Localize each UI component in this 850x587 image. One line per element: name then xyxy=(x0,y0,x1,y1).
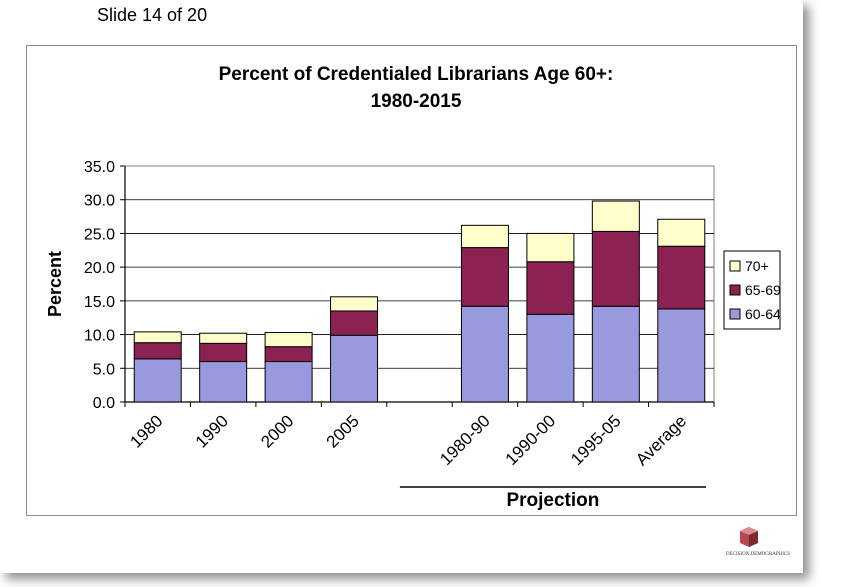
bar-segment-65-69-2005 xyxy=(330,310,379,336)
legend-label-60-64: 60-64 xyxy=(745,306,781,322)
y-tick-label: 15.0 xyxy=(84,294,115,311)
y-axis-label: Percent xyxy=(45,251,65,317)
legend-swatch-60-64 xyxy=(729,308,741,320)
legend-swatch-65-69 xyxy=(729,284,741,296)
bar-segment-70+-1980 xyxy=(133,331,182,344)
bar-segment-60-64-1995-05 xyxy=(591,305,640,403)
x-tick-label: 1980 xyxy=(126,411,166,451)
bar-segment-70+-2005 xyxy=(330,296,379,312)
bar-segment-65-69-1980-90 xyxy=(460,247,509,307)
bar-segment-65-69-1990 xyxy=(199,342,248,363)
y-tick-label: 20.0 xyxy=(84,260,115,277)
stacked-bar-chart: Percent of Credentialed Librarians Age 6… xyxy=(45,64,781,511)
y-tick-label: 10.0 xyxy=(84,328,115,345)
bar-segment-60-64-2000 xyxy=(264,361,313,403)
y-tick-label: 0.0 xyxy=(93,395,115,412)
x-tick-label: 1990-00 xyxy=(502,411,560,469)
bar-segment-60-64-1990 xyxy=(199,361,248,403)
bar-segment-60-64-1980-90 xyxy=(460,305,509,403)
y-tick-label: 25.0 xyxy=(84,226,115,243)
legend-swatch-70+ xyxy=(729,260,741,272)
y-tick-label: 5.0 xyxy=(93,361,115,378)
logo-text: DECISION DEMOGRAPHICS xyxy=(726,552,790,557)
x-tick-label: 2005 xyxy=(323,411,363,451)
bar-segment-70+-1980-90 xyxy=(460,224,509,249)
chart-frame: Percent of Credentialed Librarians Age 6… xyxy=(26,45,797,516)
bar-segment-60-64-1990-00 xyxy=(526,313,575,403)
bar-segment-65-69-Average xyxy=(657,245,706,310)
chart-subtitle: 1980-2015 xyxy=(371,91,462,112)
bar-segment-70+-1990-00 xyxy=(526,232,575,263)
slide-counter: Slide 14 of 20 xyxy=(97,5,208,25)
bar-segment-70+-1990 xyxy=(199,332,248,344)
x-tick-label: 1995-05 xyxy=(567,411,625,469)
bar-segment-70+-2000 xyxy=(264,332,313,348)
projection-label: Projection xyxy=(506,490,599,511)
x-tick-label: Average xyxy=(632,411,690,469)
legend-label-70+: 70+ xyxy=(745,258,769,274)
x-tick-label: 1980-90 xyxy=(436,411,494,469)
company-logo: DECISION DEMOGRAPHICS xyxy=(726,527,790,557)
y-tick-label: 35.0 xyxy=(84,159,115,176)
bar-segment-65-69-1980 xyxy=(133,342,182,360)
y-tick-label: 30.0 xyxy=(84,193,115,210)
bar-segment-70+-Average xyxy=(657,218,706,247)
chart-title: Percent of Credentialed Librarians Age 6… xyxy=(219,64,614,85)
bar-segment-60-64-Average xyxy=(657,308,706,403)
legend-label-65-69: 65-69 xyxy=(745,282,781,298)
bar-segment-65-69-2000 xyxy=(264,346,313,363)
x-tick-label: 1990 xyxy=(192,411,232,451)
x-tick-label: 2000 xyxy=(257,411,297,451)
bar-segment-65-69-1995-05 xyxy=(591,230,640,307)
bar-segment-70+-1995-05 xyxy=(591,200,640,232)
bar-segment-60-64-1980 xyxy=(133,358,182,403)
bar-segment-65-69-1990-00 xyxy=(526,261,575,315)
bar-segment-60-64-2005 xyxy=(330,334,379,403)
